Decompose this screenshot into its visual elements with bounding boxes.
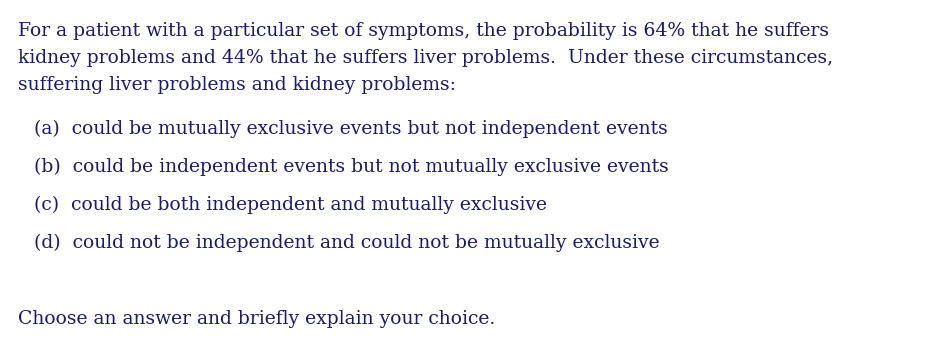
Text: (c)  could be both independent and mutually exclusive: (c) could be both independent and mutual… — [34, 196, 547, 214]
Text: kidney problems and 44% that he suffers liver problems.  Under these circumstanc: kidney problems and 44% that he suffers … — [18, 49, 833, 67]
Text: (b)  could be independent events but not mutually exclusive events: (b) could be independent events but not … — [34, 158, 669, 176]
Text: Choose an answer and briefly explain your choice.: Choose an answer and briefly explain you… — [18, 310, 496, 328]
Text: suffering liver problems and kidney problems:: suffering liver problems and kidney prob… — [18, 76, 456, 94]
Text: For a patient with a particular set of symptoms, the probability is 64% that he : For a patient with a particular set of s… — [18, 22, 829, 40]
Text: (a)  could be mutually exclusive events but not independent events: (a) could be mutually exclusive events b… — [34, 120, 668, 138]
Text: (d)  could not be independent and could not be mutually exclusive: (d) could not be independent and could n… — [34, 234, 659, 252]
